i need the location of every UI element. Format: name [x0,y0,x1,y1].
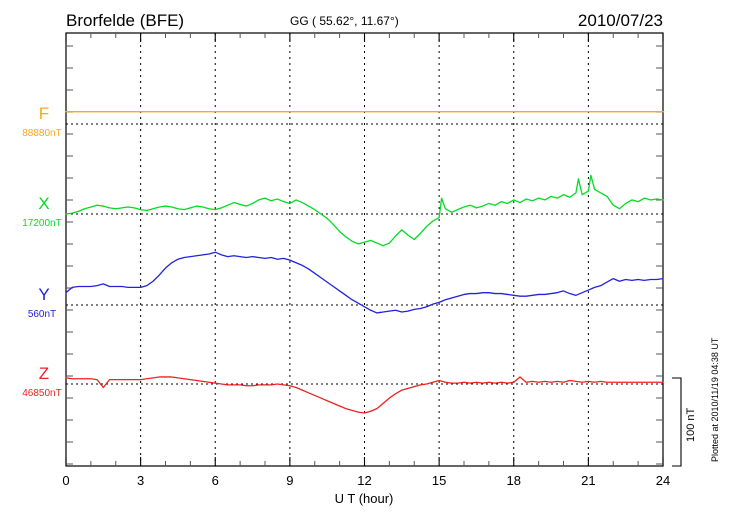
y-axis-ticks [66,45,663,465]
xtick-label-24: 24 [656,473,670,488]
component-letter-F: F [39,104,49,123]
component-letter-Z: Z [39,364,49,383]
xtick-label-9: 9 [286,473,293,488]
component-value-F: 88880nT [22,128,61,139]
component-letter-Y: Y [38,285,49,304]
xtick-label-15: 15 [432,473,446,488]
scale-bar [672,377,682,467]
component-value-Z: 46850nT [22,388,61,399]
plotted-at-note: Plotted at 2010/11/19 04:38 UT [710,337,720,462]
page-title: Brorfelde (BFE) [66,11,184,30]
xtick-label-0: 0 [62,473,69,488]
trace-Z [65,376,664,414]
x-axis-ticks [65,33,664,466]
data-traces [65,111,664,414]
trace-Y [65,251,664,314]
x-axis-title: U T (hour) [335,491,394,506]
geographic-coordinates: GG ( 55.62°, 11.67°) [290,14,399,28]
xtick-label-21: 21 [581,473,595,488]
component-letter-X: X [38,194,49,213]
component-labels: F 88880nT X 17200nT Y 560nT Z 46850nT [22,104,61,399]
xtick-label-6: 6 [212,473,219,488]
x-axis-tick-labels: 0 3 6 9 12 15 18 21 24 [62,473,670,488]
component-value-Y: 560nT [28,309,56,320]
xtick-label-3: 3 [137,473,144,488]
xtick-label-12: 12 [357,473,371,488]
scale-bar-label: 100 nT [685,407,697,442]
component-value-X: 17200nT [22,218,61,229]
observation-date: 2010/07/23 [578,11,663,30]
vertical-gridlines [140,33,589,466]
xtick-label-18: 18 [507,473,521,488]
trace-X [65,174,664,247]
